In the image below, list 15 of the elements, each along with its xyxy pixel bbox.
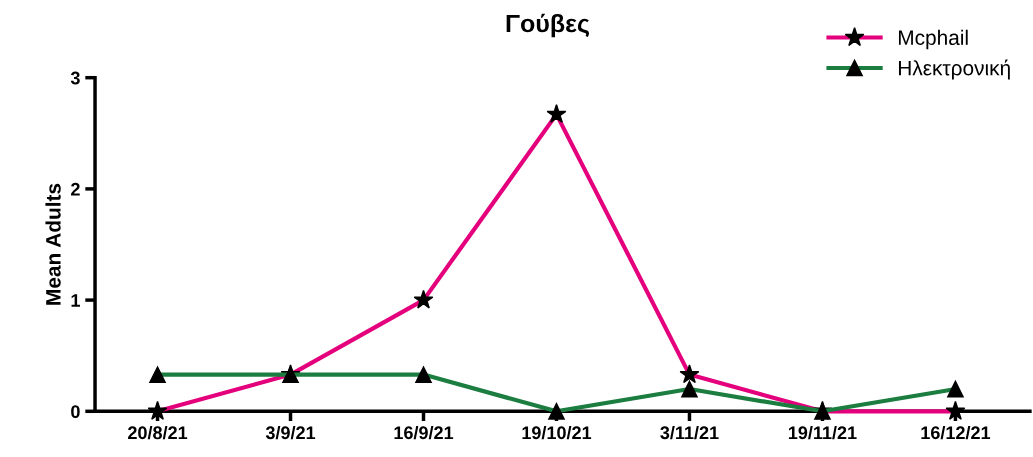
x-tick-label: 16/12/21 bbox=[921, 425, 991, 440]
chart-title: Γούβες bbox=[506, 13, 589, 38]
x-tick-label: 19/10/21 bbox=[522, 425, 592, 440]
x-tick-label: 3/11/21 bbox=[660, 425, 719, 440]
y-tick-label: 0 bbox=[71, 405, 80, 419]
y-axis-title: Mean Adults bbox=[45, 183, 61, 305]
legend-label: Ηλεκτρονική bbox=[898, 59, 1010, 80]
legend-label: Mcphail bbox=[898, 29, 968, 50]
y-tick-label: 3 bbox=[70, 71, 80, 85]
y-tick-label: 2 bbox=[71, 182, 80, 196]
x-tick-label: 16/9/21 bbox=[394, 425, 454, 440]
x-tick-label: 19/11/21 bbox=[788, 425, 857, 440]
x-tick-label: 3/9/21 bbox=[265, 425, 316, 440]
x-tick-label: 20/8/21 bbox=[128, 425, 188, 440]
y-tick-label: 1 bbox=[71, 294, 80, 307]
